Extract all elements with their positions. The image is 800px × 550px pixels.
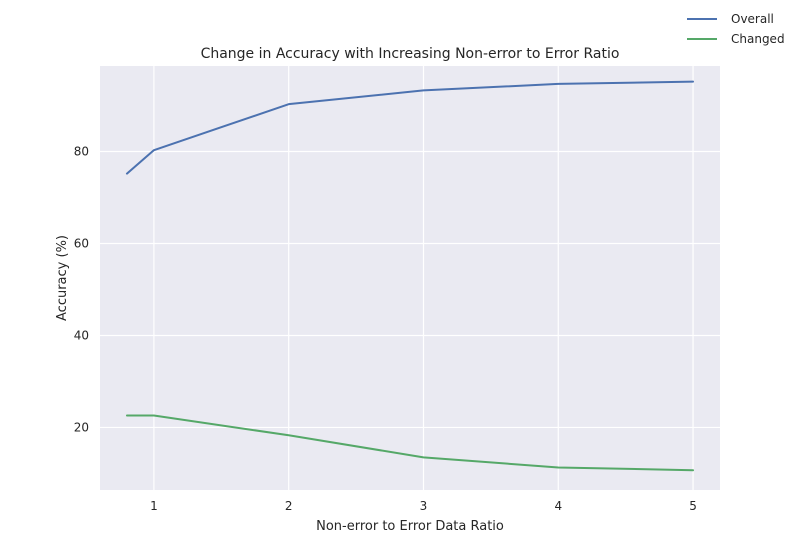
series-line-changed [125, 414, 695, 472]
x-tick-label: 3 [420, 499, 428, 513]
y-axis-label: Accuracy (%) [55, 235, 70, 321]
series-lines [125, 80, 695, 472]
x-tick-label: 5 [689, 499, 697, 513]
x-tick-label: 4 [554, 499, 562, 513]
y-tick-label: 20 [74, 420, 89, 434]
legend: Overall Changed [687, 12, 785, 46]
y-tick-labels: 20 40 60 80 [74, 145, 89, 435]
x-axis-label: Non-error to Error Data Ratio [316, 519, 504, 534]
plot-area [100, 66, 720, 490]
y-tick-label: 80 [74, 145, 89, 159]
legend-label-overall: Overall [731, 12, 774, 26]
series-line-overall [125, 80, 695, 175]
legend-label-changed: Changed [731, 32, 785, 46]
grid [100, 66, 720, 490]
y-tick-label: 40 [74, 328, 89, 342]
x-tick-label: 1 [150, 499, 158, 513]
y-tick-label: 60 [74, 237, 89, 251]
x-tick-labels: 1 2 3 4 5 [150, 499, 697, 513]
chart-title: Change in Accuracy with Increasing Non-e… [201, 46, 620, 62]
x-tick-label: 2 [285, 499, 293, 513]
